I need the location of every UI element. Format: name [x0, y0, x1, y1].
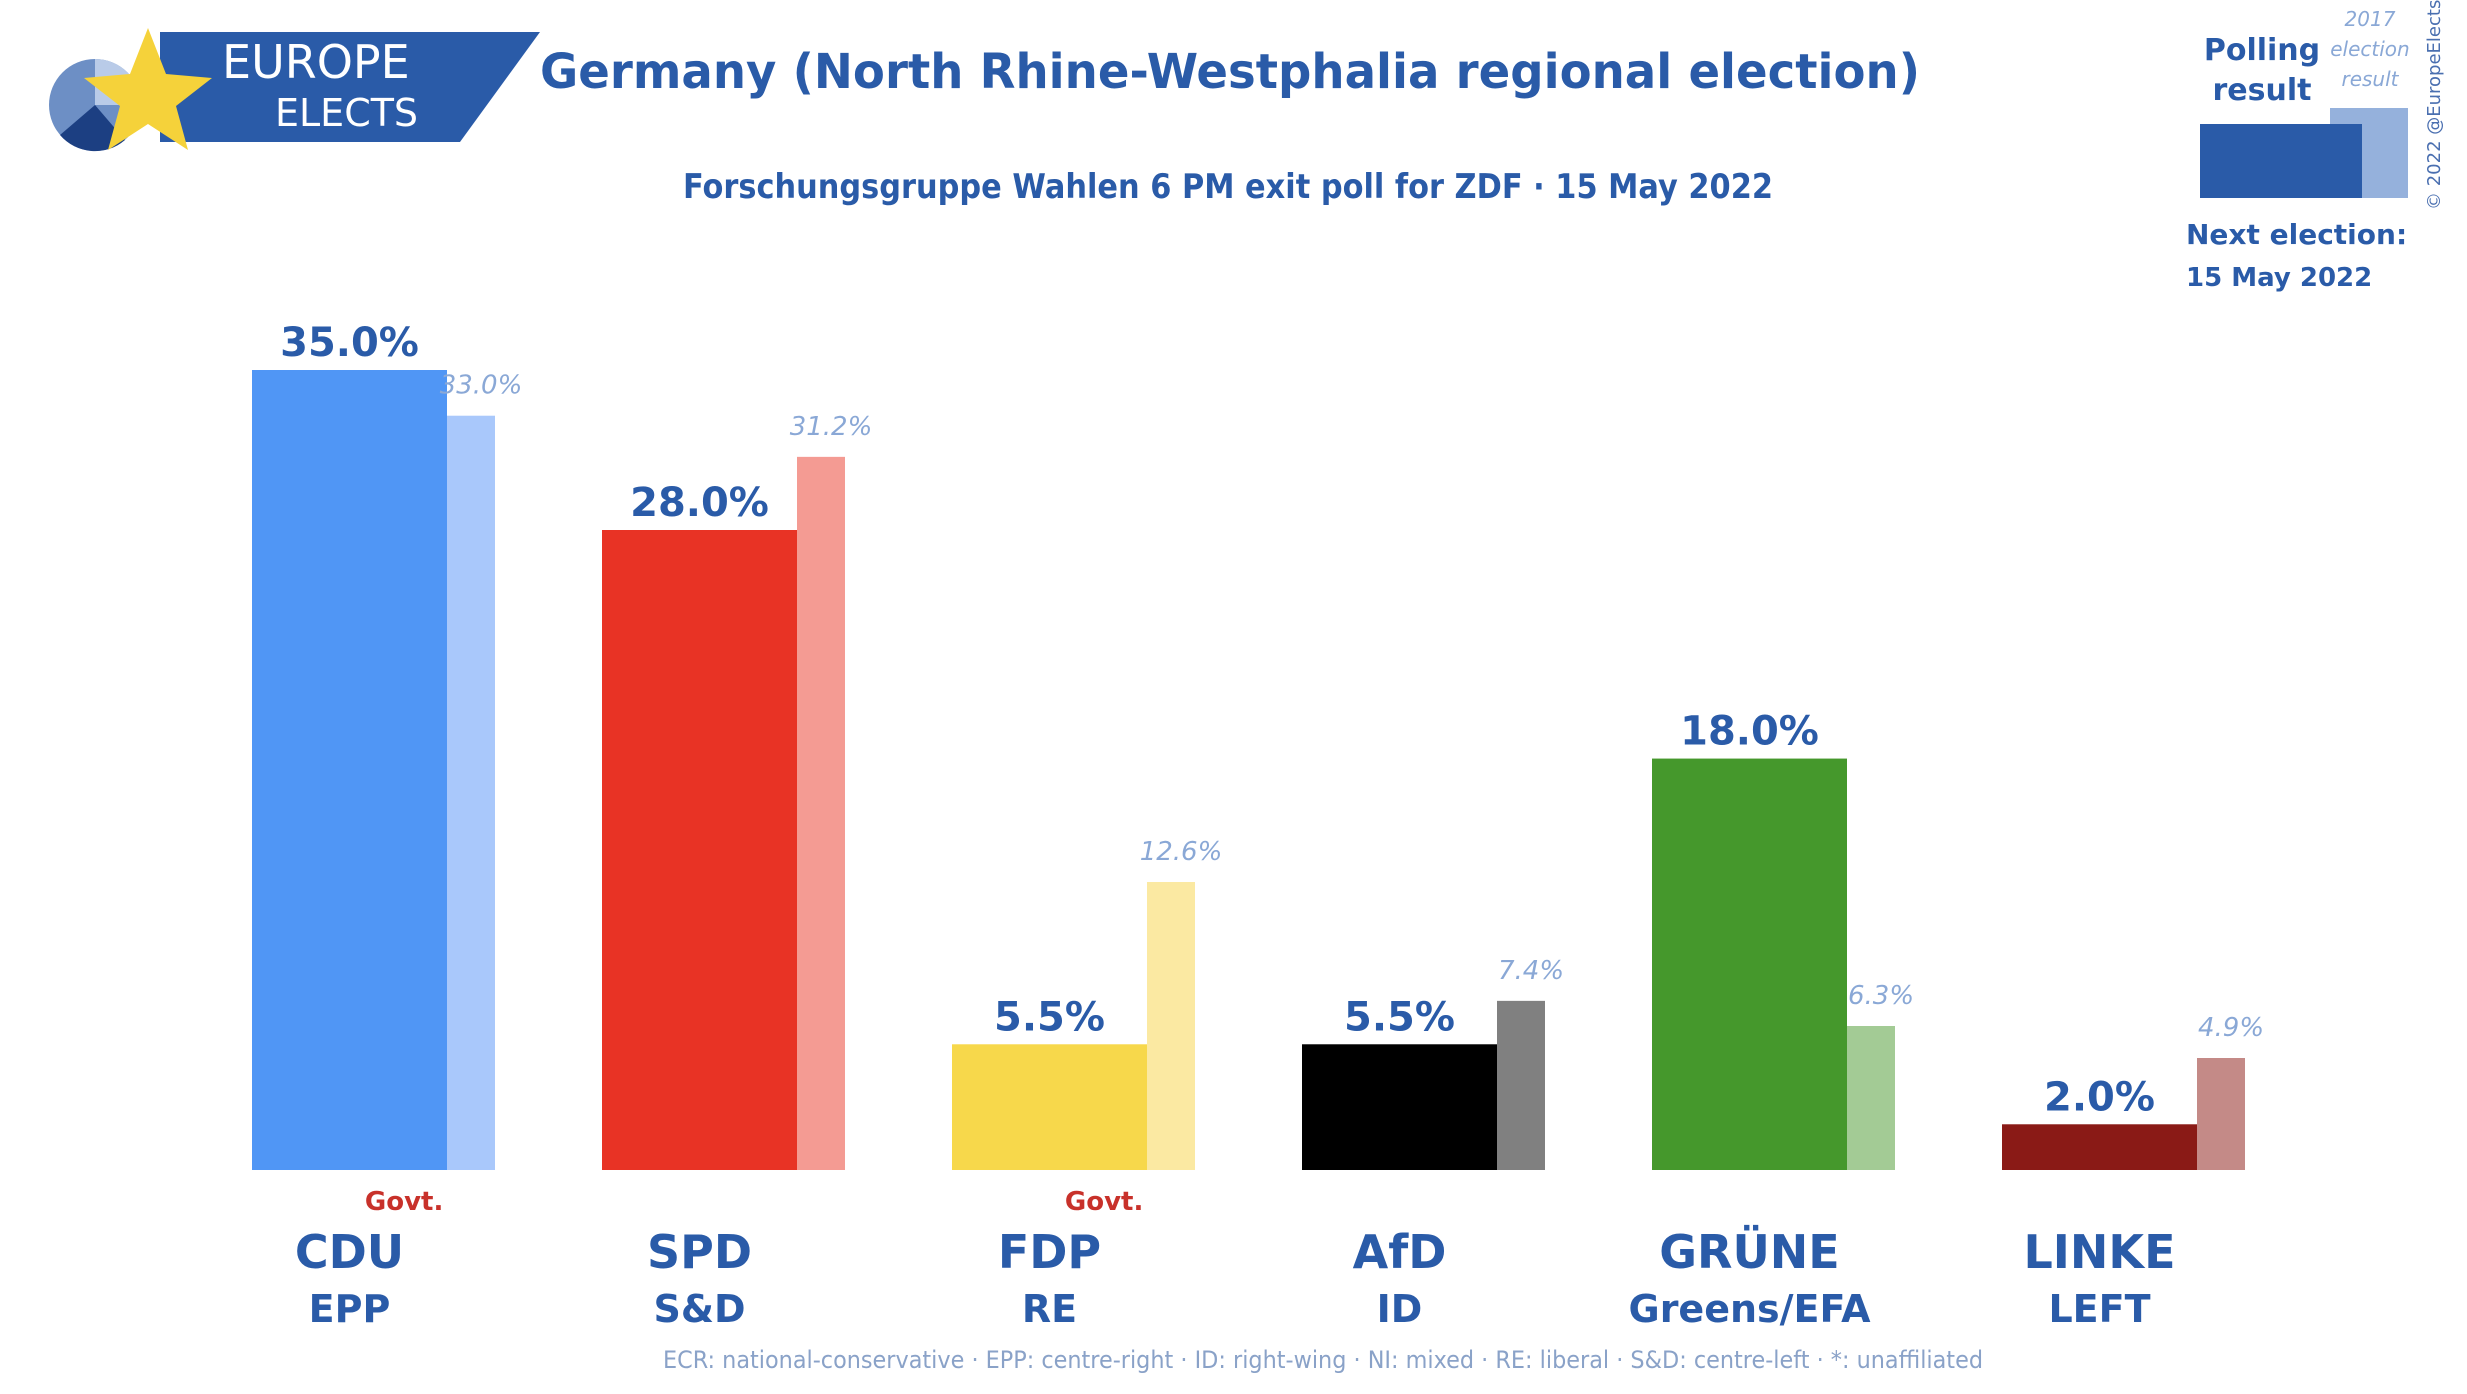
label-poll-afd: 5.5% [1344, 994, 1455, 1040]
logo-text-line2: ELECTS [275, 91, 418, 135]
legend: Polling result 2017 election result Next… [2186, 0, 2445, 293]
party-group-grne: Greens/EFA [1629, 1287, 1872, 1331]
label-prev-linke: 4.9% [2198, 1013, 2264, 1043]
bar-poll-afd [1302, 1044, 1497, 1170]
bar-poll-linke [2002, 1124, 2197, 1170]
bar-poll-cdu [252, 370, 447, 1170]
party-name-grne: GRÜNE [1659, 1225, 1839, 1279]
bar-poll-grne [1652, 758, 1847, 1170]
party-name-spd: SPD [647, 1225, 752, 1279]
next-election-label: Next election: [2186, 218, 2407, 251]
party-group-cdu: EPP [309, 1287, 391, 1331]
bar-prev-spd [797, 456, 845, 1170]
party-group-afd: ID [1377, 1287, 1423, 1331]
label-prev-spd: 31.2% [790, 412, 873, 442]
chart-title: Germany (North Rhine-Westphalia regional… [540, 44, 1920, 100]
europe-elects-logo: EUROPE ELECTS [49, 28, 540, 152]
label-prev-cdu: 33.0% [440, 371, 523, 401]
legend-poll-label-2: result [2213, 73, 2312, 108]
party-name-linke: LINKE [2024, 1225, 2176, 1279]
govt-marker-cdu: Govt. [365, 1187, 443, 1217]
label-prev-afd: 7.4% [1498, 956, 1564, 986]
legend-poll-swatch [2200, 124, 2362, 198]
logo-text-line1: EUROPE [222, 35, 410, 89]
party-name-cdu: CDU [295, 1225, 404, 1279]
label-poll-fdp: 5.5% [994, 994, 1105, 1040]
legend-prev-label-2: election [2330, 37, 2409, 61]
logo-banner [160, 32, 540, 142]
bar-poll-fdp [952, 1044, 1147, 1170]
legend-prev-label-3: result [2341, 67, 2399, 91]
footer-note: ECR: national-conservative · EPP: centre… [663, 1346, 1983, 1374]
legend-prev-label-1: 2017 [2345, 7, 2396, 31]
bar-prev-fdp [1147, 882, 1195, 1170]
bar-prev-grne [1847, 1026, 1895, 1170]
legend-poll-label-1: Polling [2204, 33, 2320, 68]
bar-prev-linke [2197, 1058, 2245, 1170]
party-name-afd: AfD [1353, 1225, 1447, 1279]
party-group-spd: S&D [653, 1287, 745, 1331]
chart-subtitle: Forschungsgruppe Wahlen 6 PM exit poll f… [683, 167, 1773, 207]
bars-group: 35.0% 33.0% CDU EPP Govt. 28.0% 31.2% SPD S&D 5.5… [252, 320, 2264, 1331]
govt-marker-fdp: Govt. [1065, 1187, 1143, 1217]
label-poll-grne: 18.0% [1680, 709, 1819, 755]
party-group-fdp: RE [1022, 1287, 1077, 1331]
copyright-text: © 2022 @EuropeElects [2424, 0, 2445, 210]
label-poll-cdu: 35.0% [280, 320, 419, 366]
next-election-date: 15 May 2022 [2186, 263, 2372, 293]
party-name-fdp: FDP [998, 1225, 1101, 1279]
party-group-linke: LEFT [2048, 1287, 2150, 1331]
label-prev-fdp: 12.6% [1140, 837, 1223, 867]
bar-prev-afd [1497, 1000, 1545, 1170]
bar-prev-cdu [447, 415, 495, 1170]
label-poll-spd: 28.0% [630, 480, 769, 526]
bar-poll-spd [602, 530, 797, 1170]
logo-star-icon [84, 28, 212, 150]
label-poll-linke: 2.0% [2044, 1074, 2155, 1120]
logo-globe-segment-icon [60, 105, 125, 152]
label-prev-grne: 6.3% [1848, 981, 1914, 1011]
